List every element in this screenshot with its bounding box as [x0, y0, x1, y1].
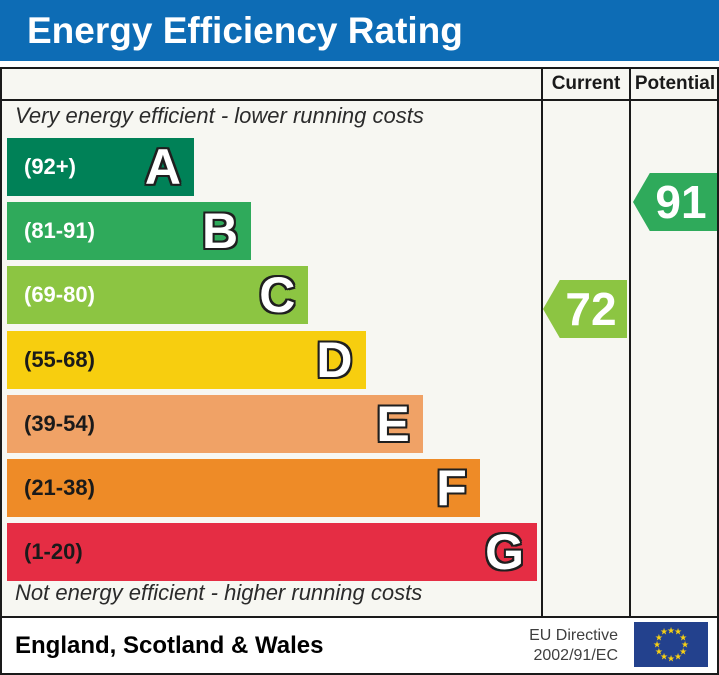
band-letter: B: [202, 203, 239, 260]
band-letter: G: [485, 524, 525, 581]
eu-flag-star-icon: ★: [654, 632, 663, 642]
rating-band: (39-54) E: [7, 394, 423, 453]
page-title: Energy Efficiency Rating: [27, 10, 463, 51]
eu-directive-label: EU Directive 2002/91/EC: [529, 626, 618, 666]
band-range-label: (1-20): [24, 539, 83, 565]
band-range-label: (92+): [24, 154, 76, 179]
band-letter: C: [259, 267, 296, 324]
footer: England, Scotland & Wales EU Directive 2…: [0, 616, 719, 675]
band-range-label: (55-68): [24, 346, 95, 372]
column-header-current: Current: [551, 73, 621, 94]
eu-flag-star-icon: ★: [673, 626, 683, 637]
eu-flag-star-icon: ★: [673, 651, 683, 662]
region-label: England, Scotland & Wales: [15, 631, 324, 659]
band-letter: E: [376, 395, 410, 452]
header-separator: [2, 99, 717, 101]
eu-flag-star-icon: ★: [652, 639, 662, 649]
eu-flag-star-icon: ★: [659, 651, 669, 662]
rating-band: (1-20) G: [7, 523, 538, 582]
eu-flag-star-icon: ★: [666, 653, 676, 663]
rating-band: (69-80) C: [7, 266, 309, 325]
band-letter: A: [144, 139, 181, 195]
potential-rating-value: 91: [655, 176, 707, 228]
current-rating-value: 72: [565, 283, 617, 335]
band-range-label: (21-38): [24, 474, 95, 500]
eu-flag-star-icon: ★: [680, 639, 690, 649]
title-bar: Energy Efficiency Rating: [0, 0, 719, 61]
band-range-label: (39-54): [24, 410, 95, 436]
eu-flag-star-icon: ★: [654, 646, 663, 656]
rating-band: (92+) A: [7, 138, 194, 196]
eu-directive-line1: EU Directive: [529, 626, 618, 644]
band-letter: D: [316, 331, 353, 388]
top-note: Very energy efficient - lower running co…: [15, 103, 424, 128]
potential-rating-marker: 91: [633, 173, 717, 231]
eu-flag-star-icon: ★: [679, 646, 688, 656]
band-range-label: (69-80): [24, 282, 95, 308]
bottom-note: Not energy efficient - higher running co…: [15, 580, 423, 605]
column-header-potential: Potential: [634, 73, 716, 94]
rating-band: (55-68) D: [7, 330, 366, 389]
band-letter: F: [436, 459, 467, 516]
eu-flag-star-icon: ★: [679, 632, 688, 642]
rating-band: (21-38) F: [7, 458, 480, 517]
rating-band: (81-91) B: [7, 202, 252, 261]
current-rating-marker: 72: [543, 280, 627, 338]
rating-board: Current Potential Very energy efficient …: [0, 67, 719, 618]
band-range-label: (81-91): [24, 218, 95, 244]
eu-flag: ★ ★ ★ ★ ★ ★ ★ ★ ★ ★ ★ ★: [634, 622, 708, 667]
current-column-divider: [541, 69, 543, 616]
eu-flag-star-icon: ★: [666, 625, 676, 635]
potential-column-divider: [629, 69, 631, 616]
eu-flag-star-icon: ★: [659, 626, 669, 637]
eu-directive-line2: 2002/91/EC: [533, 646, 618, 664]
